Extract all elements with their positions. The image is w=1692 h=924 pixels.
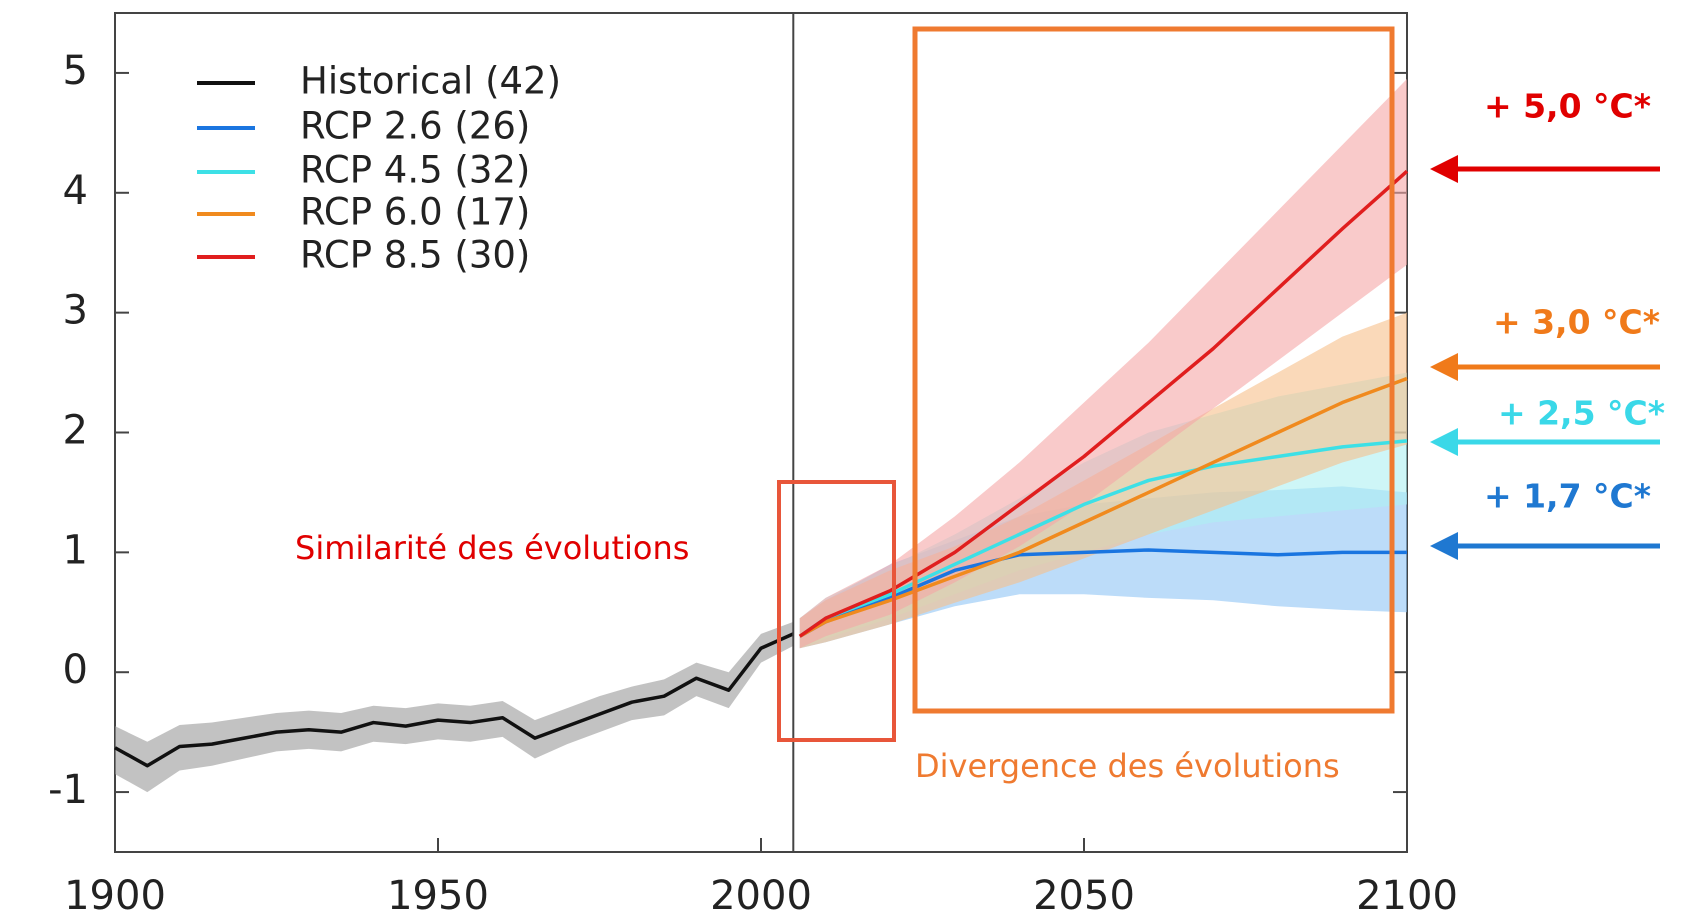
- y-tick-label: 0: [63, 647, 88, 693]
- y-tick-label: 2: [63, 408, 88, 454]
- annotation: + 2,5 °C*: [1498, 394, 1665, 433]
- annotation: + 3,0 °C*: [1493, 303, 1660, 342]
- y-tick-label: 4: [63, 168, 88, 214]
- legend-label: Historical (42): [300, 60, 561, 103]
- highlight-box: [912, 26, 1395, 714]
- y-tick-label: 3: [63, 288, 88, 334]
- y-tick-label: 5: [63, 48, 88, 94]
- highlight-box: [777, 480, 896, 742]
- legend-label: RCP 8.5 (30): [300, 234, 530, 277]
- uncertainty-band: [115, 621, 794, 793]
- arrow-head: [1430, 353, 1458, 381]
- series-line: [114, 632, 795, 768]
- arrow-head: [1430, 428, 1458, 456]
- y-tick-label: 1: [63, 527, 88, 573]
- y-tick-label: -1: [48, 767, 88, 813]
- x-tick-label: 1900: [64, 873, 166, 919]
- legend-label: RCP 4.5 (32): [300, 149, 530, 192]
- legend-label: RCP 2.6 (26): [300, 105, 530, 148]
- annotation: + 1,7 °C*: [1484, 477, 1651, 516]
- x-tick-label: 2050: [1033, 873, 1135, 919]
- x-tick-label: 2100: [1356, 873, 1458, 919]
- series-line: [798, 169, 1409, 638]
- arrow-head: [1430, 155, 1458, 183]
- legend-label: RCP 6.0 (17): [300, 191, 530, 234]
- series-line: [798, 376, 1408, 638]
- x-tick-label: 1950: [387, 873, 489, 919]
- arrow-head: [1430, 532, 1458, 560]
- uncertainty-band: [799, 486, 1407, 649]
- uncertainty-band: [799, 78, 1407, 649]
- annotation: + 5,0 °C*: [1484, 87, 1651, 126]
- annotation: Similarité des évolutions: [295, 529, 689, 567]
- x-tick-label: 2000: [710, 873, 812, 919]
- annotation: Divergence des évolutions: [915, 747, 1340, 785]
- series-line: [798, 439, 1408, 638]
